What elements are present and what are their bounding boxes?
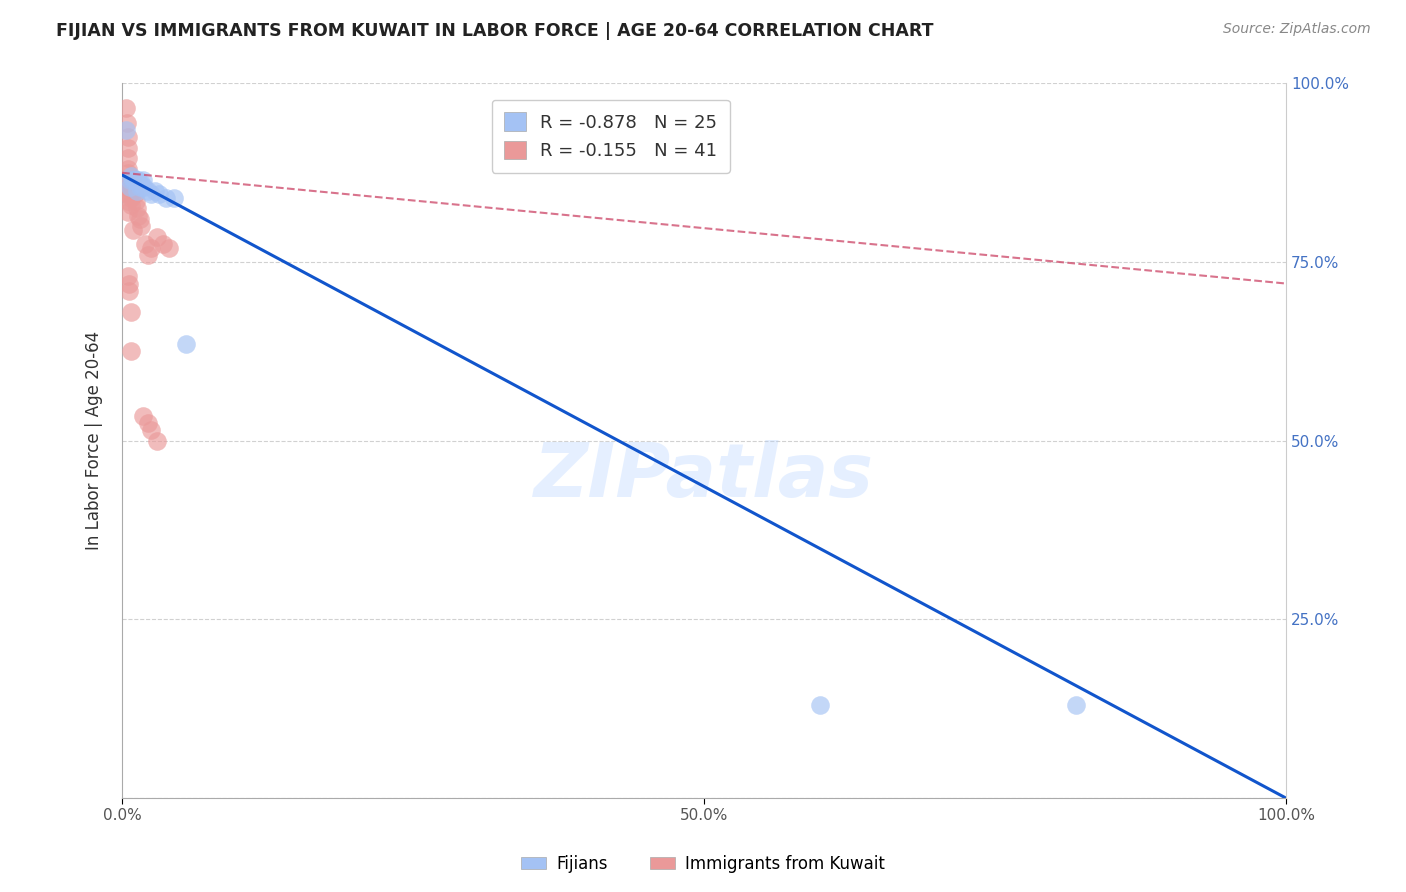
- Point: [174, 337, 197, 351]
- Point: [121, 173, 143, 187]
- Point: [118, 277, 141, 291]
- Point: [132, 409, 155, 423]
- Point: [117, 162, 139, 177]
- Point: [117, 269, 139, 284]
- Point: [129, 177, 152, 191]
- Point: [155, 191, 177, 205]
- Text: ZIPatlas: ZIPatlas: [534, 440, 875, 513]
- Point: [122, 173, 145, 187]
- Point: [141, 423, 163, 437]
- Point: [117, 152, 139, 166]
- Y-axis label: In Labor Force | Age 20-64: In Labor Force | Age 20-64: [86, 331, 103, 550]
- Point: [117, 166, 139, 180]
- Point: [143, 184, 166, 198]
- Point: [125, 194, 148, 209]
- Point: [117, 130, 139, 145]
- Point: [127, 173, 149, 187]
- Point: [148, 187, 170, 202]
- Point: [121, 223, 143, 237]
- Point: [120, 305, 142, 319]
- Point: [120, 187, 142, 202]
- Point: [136, 416, 159, 430]
- Point: [134, 237, 156, 252]
- Point: [132, 173, 155, 187]
- Point: [124, 187, 146, 202]
- Point: [157, 241, 180, 255]
- Point: [136, 184, 159, 198]
- Text: Source: ZipAtlas.com: Source: ZipAtlas.com: [1223, 22, 1371, 37]
- Point: [118, 284, 141, 298]
- Point: [115, 116, 138, 130]
- Point: [128, 212, 150, 227]
- Text: FIJIAN VS IMMIGRANTS FROM KUWAIT IN LABOR FORCE | AGE 20-64 CORRELATION CHART: FIJIAN VS IMMIGRANTS FROM KUWAIT IN LABO…: [56, 22, 934, 40]
- Point: [117, 141, 139, 155]
- Point: [141, 241, 163, 255]
- Point: [163, 191, 186, 205]
- Point: [117, 187, 139, 202]
- Point: [129, 219, 152, 234]
- Legend: Fijians, Immigrants from Kuwait: Fijians, Immigrants from Kuwait: [515, 848, 891, 880]
- Point: [127, 184, 149, 198]
- Point: [117, 173, 139, 187]
- Point: [120, 344, 142, 359]
- Point: [120, 173, 142, 187]
- Point: [120, 169, 142, 184]
- Point: [136, 248, 159, 262]
- Point: [120, 198, 142, 212]
- Point: [146, 230, 169, 244]
- Point: [117, 205, 139, 219]
- Point: [120, 180, 142, 194]
- Point: [125, 173, 148, 187]
- Point: [127, 209, 149, 223]
- Point: [120, 180, 142, 194]
- Point: [141, 187, 163, 202]
- Point: [146, 434, 169, 448]
- Point: [114, 123, 136, 137]
- Point: [128, 180, 150, 194]
- Point: [131, 180, 153, 194]
- Point: [134, 180, 156, 194]
- Point: [118, 173, 141, 187]
- Point: [117, 194, 139, 209]
- Point: [1066, 698, 1088, 713]
- Point: [121, 173, 143, 187]
- Legend: R = -0.878   N = 25, R = -0.155   N = 41: R = -0.878 N = 25, R = -0.155 N = 41: [492, 100, 730, 173]
- Point: [124, 173, 146, 187]
- Point: [152, 237, 174, 252]
- Point: [117, 180, 139, 194]
- Point: [808, 698, 831, 713]
- Point: [122, 180, 145, 194]
- Point: [127, 173, 149, 187]
- Point: [120, 191, 142, 205]
- Point: [114, 102, 136, 116]
- Point: [127, 202, 149, 216]
